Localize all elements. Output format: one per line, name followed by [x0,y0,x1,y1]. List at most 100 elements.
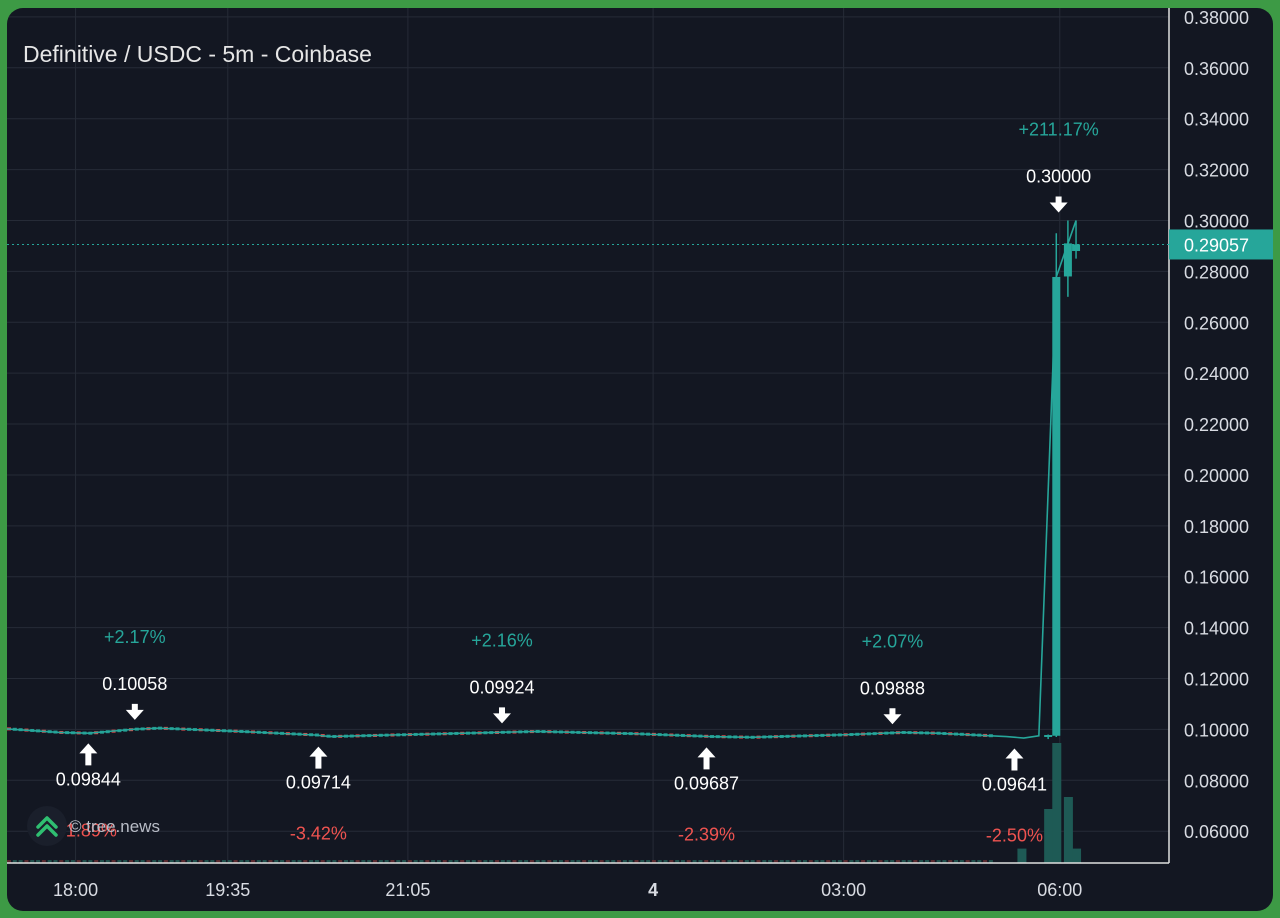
volume-bar [582,860,587,863]
volume-bar [367,860,372,863]
volume-bar [332,860,337,863]
volume-bar [448,860,453,863]
volume-bar [361,860,366,863]
volume-bar [402,860,407,863]
y-tick-label: 0.22000 [1184,415,1249,435]
high-annotation: 0.30000 +211.17% [1018,119,1099,213]
volume-bar [884,860,889,863]
volume-bar [477,860,482,863]
x-tick-label: 03:00 [821,880,866,900]
price-annotation: 0.09844 [56,769,121,789]
volume-bar [942,860,947,863]
high-annotation: 0.09924 +2.16% [469,630,535,724]
volume-bar [227,860,232,863]
volume-bar [251,860,256,863]
volume-bar [204,860,209,863]
volume-bar [291,860,296,863]
price-annotation: 0.10058 [102,674,167,694]
price-annotation: 0.09714 [286,773,351,793]
volume-bar [686,860,691,863]
volume-bar [349,860,354,863]
x-tick-label: 4 [648,880,658,900]
volume-bar [30,860,35,863]
volume-bar [849,860,854,863]
candle-body [1052,276,1061,736]
volume-bar [1044,809,1054,863]
volume-bar [959,860,964,863]
volume-bar [547,860,552,863]
high-annotation: 0.10058 +2.17% [102,627,167,720]
volume-bar [802,860,807,863]
last-price-tag [1169,229,1273,260]
volume-bar [727,860,732,863]
volume-bar [309,860,314,863]
volume-bar [1063,797,1073,863]
volume-bar [971,860,976,863]
volume-bar [535,860,540,863]
volume-bar [7,860,11,863]
low-annotation: 0.09714 -3.42% [286,746,351,844]
volume-bar [198,860,203,863]
volume-bar [76,860,81,863]
arrow-up-icon [79,743,98,766]
y-tick-label: 0.18000 [1184,517,1249,537]
y-tick-label: 0.16000 [1184,568,1249,588]
volume-bar [245,860,250,863]
price-line [7,220,1077,739]
volume-bar [924,860,929,863]
volume-bar [785,860,790,863]
volume-bar [605,860,610,863]
volume-bar [326,860,331,863]
volume-bar [919,860,924,863]
volume-bar [634,860,639,863]
volume-bar [756,860,761,863]
price-chart[interactable]: 0.10058+2.17%0.09844-1.89%0.09714-3.42%0… [7,8,1273,911]
volume-bar [698,860,703,863]
volume-bar [657,860,662,863]
volume-bar [105,860,110,863]
volume-bar [913,860,918,863]
volume-bar [134,860,139,863]
volume-bar [343,860,348,863]
volume-bar [622,860,627,863]
volume-bar [297,860,302,863]
volume-bar [855,860,860,863]
volume-bar [744,860,749,863]
volume-bar [117,860,122,863]
volume-bar [710,860,715,863]
volume-bar [861,860,866,863]
volume-bar [169,860,174,863]
volume-bar [413,860,418,863]
x-tick-label: 19:35 [205,880,250,900]
volume-bar [256,860,261,863]
volume-bar [779,860,784,863]
last-price-label: 0.29057 [1184,235,1249,255]
low-annotation: 0.09687 -2.39% [674,747,739,844]
volume-bar [692,860,697,863]
volume-bar [314,860,319,863]
arrow-down-icon [883,702,902,725]
volume-bar [872,860,877,863]
volume-bar [442,860,447,863]
volume-bar [907,860,912,863]
volume-bar [988,860,993,863]
volume-bar [901,860,906,863]
volume-bar [837,860,842,863]
volume-bar [303,860,308,863]
volume-bar [436,860,441,863]
y-tick-label: 0.06000 [1184,822,1249,842]
volume-bar [82,860,87,863]
volume-bar [465,860,470,863]
candle-body [1044,735,1053,738]
volume-bar [669,860,674,863]
volume-bar [500,860,505,863]
volume-bar [675,860,680,863]
volume-bar [338,860,343,863]
y-tick-label: 0.32000 [1184,161,1249,181]
volume-bar [390,860,395,863]
volume-bar [471,860,476,863]
percent-annotation: +211.17% [1018,119,1098,139]
price-annotation: 0.09888 [860,678,925,698]
x-tick-label: 06:00 [1037,880,1082,900]
volume-bar [977,860,982,863]
